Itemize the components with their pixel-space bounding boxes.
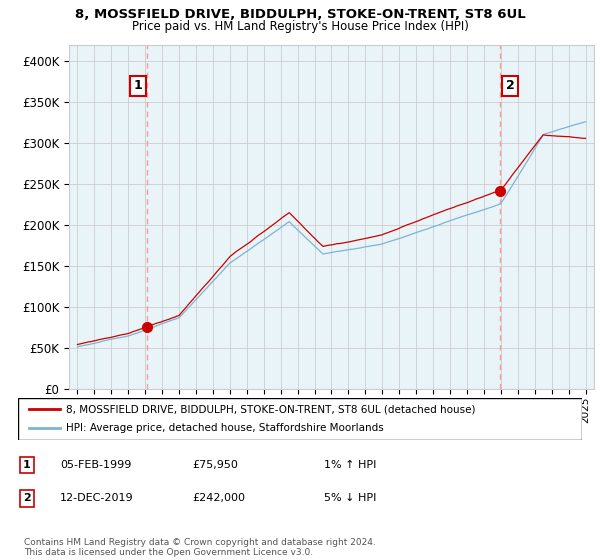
Text: Price paid vs. HM Land Registry's House Price Index (HPI): Price paid vs. HM Land Registry's House …: [131, 20, 469, 32]
Text: 5% ↓ HPI: 5% ↓ HPI: [324, 493, 376, 503]
Text: 1% ↑ HPI: 1% ↑ HPI: [324, 460, 376, 470]
Text: 8, MOSSFIELD DRIVE, BIDDULPH, STOKE-ON-TRENT, ST8 6UL (detached house): 8, MOSSFIELD DRIVE, BIDDULPH, STOKE-ON-T…: [66, 404, 475, 414]
Text: 1: 1: [134, 80, 142, 92]
Text: £242,000: £242,000: [192, 493, 245, 503]
Text: 2: 2: [506, 80, 515, 92]
Text: 8, MOSSFIELD DRIVE, BIDDULPH, STOKE-ON-TRENT, ST8 6UL: 8, MOSSFIELD DRIVE, BIDDULPH, STOKE-ON-T…: [74, 8, 526, 21]
FancyBboxPatch shape: [18, 398, 582, 440]
Text: 2: 2: [23, 493, 31, 503]
Text: 1: 1: [23, 460, 31, 470]
Text: 12-DEC-2019: 12-DEC-2019: [60, 493, 134, 503]
Text: HPI: Average price, detached house, Staffordshire Moorlands: HPI: Average price, detached house, Staf…: [66, 423, 383, 433]
Text: 05-FEB-1999: 05-FEB-1999: [60, 460, 131, 470]
Text: £75,950: £75,950: [192, 460, 238, 470]
Text: Contains HM Land Registry data © Crown copyright and database right 2024.
This d: Contains HM Land Registry data © Crown c…: [24, 538, 376, 557]
